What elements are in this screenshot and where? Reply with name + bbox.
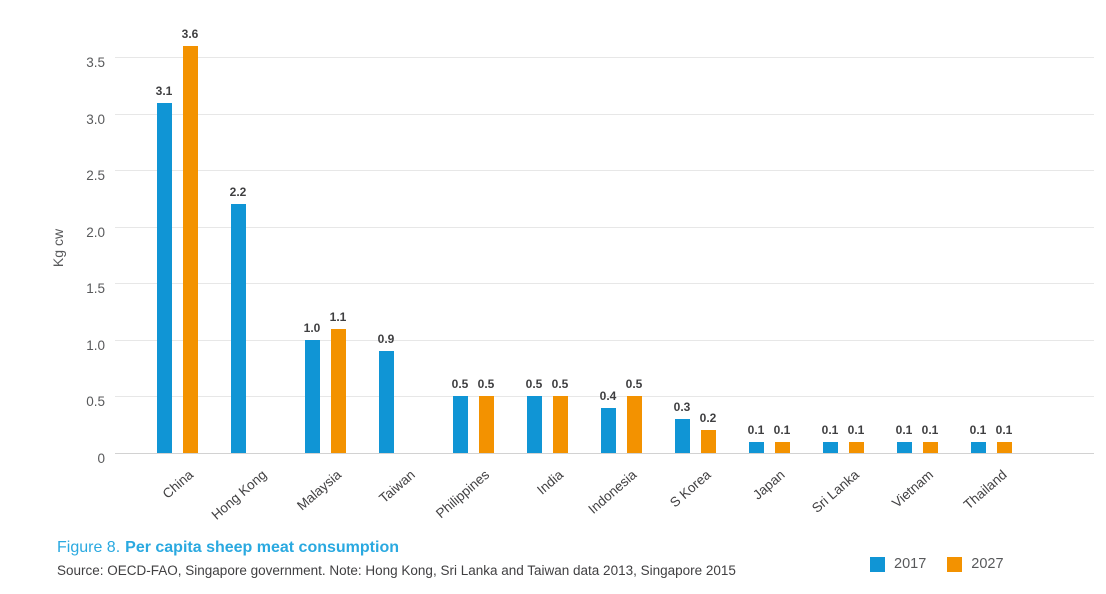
x-axis-baseline xyxy=(115,453,1094,454)
x-axis-label: Sri Lanka xyxy=(808,467,862,516)
bar-2017[interactable] xyxy=(156,103,172,453)
y-tick-label: 0 xyxy=(97,451,105,466)
value-label: 3.1 xyxy=(155,83,173,98)
y-tick-label: 1.5 xyxy=(86,281,105,297)
gridline xyxy=(115,170,1094,172)
value-label: 2.2 xyxy=(229,185,247,200)
bar-2017[interactable] xyxy=(378,351,394,453)
bar-2027[interactable] xyxy=(552,396,568,453)
y-tick-label: 0.5 xyxy=(86,394,105,410)
x-axis-label: China xyxy=(159,467,196,502)
bar-2017[interactable] xyxy=(748,442,764,453)
bar-2027[interactable] xyxy=(774,442,790,453)
legend-item[interactable]: 2027 xyxy=(947,556,1004,572)
bar-group: 0.4 0.5 xyxy=(600,29,642,454)
x-axis-label: S Korea xyxy=(667,467,714,511)
gridline xyxy=(115,396,1094,398)
value-label: 3.6 xyxy=(181,27,199,42)
bar-group: 0.9 xyxy=(378,29,420,454)
value-label: 0.1 xyxy=(995,422,1013,437)
value-label: 0.5 xyxy=(625,377,643,392)
gridline xyxy=(115,113,1094,115)
value-label: 0.1 xyxy=(921,422,939,437)
legend-label: 2027 xyxy=(971,556,1004,572)
x-axis-label: Vietnam xyxy=(888,467,936,511)
bar-group: 2.2 xyxy=(230,29,272,454)
legend-swatch-2027 xyxy=(947,556,963,572)
source-note: Source: OECD-FAO, Singapore government. … xyxy=(57,563,736,578)
bar-2027[interactable] xyxy=(922,442,938,453)
figure-number: Figure 8. xyxy=(57,539,121,556)
value-label: 0.1 xyxy=(847,422,865,437)
bar-2027[interactable] xyxy=(478,396,494,453)
bar-group: 0.3 0.2 xyxy=(674,29,716,454)
bar-group: 0.1 0.1 xyxy=(970,29,1012,454)
bar-2027[interactable] xyxy=(330,329,346,453)
y-tick-label: 3.0 xyxy=(86,111,105,127)
x-axis-label: Thailand xyxy=(960,467,1010,513)
figure-title: Per capita sheep meat consumption xyxy=(125,539,399,556)
x-axis-label: India xyxy=(533,467,566,498)
value-label: 0.5 xyxy=(477,377,495,392)
value-label: 0.3 xyxy=(673,400,691,415)
value-label: 0.4 xyxy=(599,388,617,403)
bar-group: 0.5 0.5 xyxy=(452,29,494,454)
value-label: 1.0 xyxy=(303,320,321,335)
x-axis-label: Taiwan xyxy=(376,467,418,506)
gridline xyxy=(115,339,1094,341)
x-axis-label: Indonesia xyxy=(585,467,640,517)
legend-swatch-2017 xyxy=(870,556,885,572)
bar-2017[interactable] xyxy=(304,340,320,453)
value-label: 0.5 xyxy=(451,377,469,392)
bar-2017[interactable] xyxy=(970,442,986,453)
bar-group: 0.1 0.1 xyxy=(896,29,938,454)
gridline xyxy=(115,283,1094,285)
value-label: 0.5 xyxy=(551,377,569,392)
y-tick-label: 3.5 xyxy=(86,55,105,71)
bar-group: 0.1 0.1 xyxy=(748,29,790,454)
bar-2027[interactable] xyxy=(700,430,716,453)
bar-2027[interactable] xyxy=(182,46,198,453)
value-label: 0.1 xyxy=(895,422,913,437)
x-axis-label: Philippines xyxy=(432,467,492,522)
x-axis-label: Malaysia xyxy=(293,467,344,514)
value-label: 0.5 xyxy=(525,377,543,392)
value-label: 0.2 xyxy=(699,411,717,426)
chart-legend: 2017 2027 xyxy=(870,556,1004,572)
value-label: 0.1 xyxy=(969,422,987,437)
bar-group: 0.5 0.5 xyxy=(526,29,568,454)
bar-2017[interactable] xyxy=(600,408,616,453)
value-label: 0.1 xyxy=(773,422,791,437)
value-label: 0.1 xyxy=(747,422,765,437)
bar-2017[interactable] xyxy=(896,442,912,453)
legend-item[interactable]: 2017 xyxy=(870,556,926,572)
bar-2017[interactable] xyxy=(230,204,246,453)
bar-group: 1.0 1.1 xyxy=(304,29,346,454)
bar-2017[interactable] xyxy=(674,419,690,453)
figure-caption: Figure 8. Per capita sheep meat consumpti… xyxy=(57,539,399,557)
legend-label: 2017 xyxy=(894,556,927,572)
gridline xyxy=(115,226,1094,228)
value-label: 0.1 xyxy=(821,422,839,437)
bar-2017[interactable] xyxy=(526,396,542,453)
bar-2017[interactable] xyxy=(822,442,838,453)
bar-2027[interactable] xyxy=(848,442,864,453)
bar-2027[interactable] xyxy=(996,442,1012,453)
gridline xyxy=(115,57,1094,59)
bar-group: 3.1 3.6 xyxy=(156,28,198,454)
x-axis-label: Hong Kong xyxy=(209,467,270,523)
value-label: 0.9 xyxy=(377,332,395,347)
value-label: 1.1 xyxy=(329,309,347,324)
y-tick-label: 1.0 xyxy=(86,337,105,353)
plot-area: 0 0.5 1.0 1.5 2.0 2.5 3.0 3.5 3.1 3.6 China 2.2 Hong… xyxy=(86,28,1094,523)
x-axis-label: Japan xyxy=(750,467,788,503)
bar-2027[interactable] xyxy=(626,396,642,453)
y-tick-label: 2.0 xyxy=(86,224,105,240)
y-tick-label: 2.5 xyxy=(86,168,105,184)
bar-2017[interactable] xyxy=(452,396,468,453)
bar-group: 0.1 0.1 xyxy=(822,29,864,454)
